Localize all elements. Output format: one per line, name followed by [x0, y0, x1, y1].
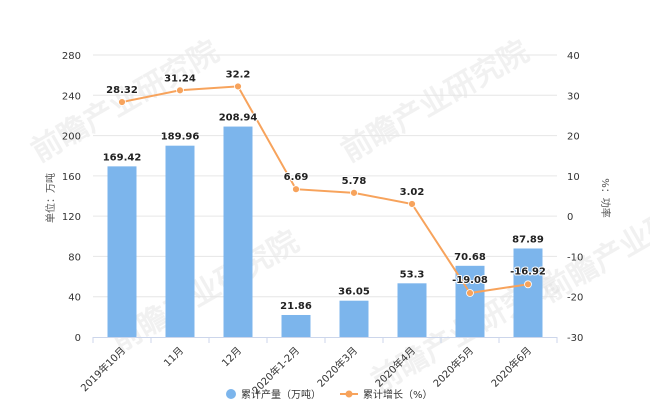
y-right-tick-label: 0: [567, 212, 573, 223]
bar: [223, 126, 253, 338]
x-tick-label: 12月: [220, 345, 245, 370]
bar-data-label: 189.96: [161, 132, 200, 143]
bar-data-label: 53.3: [400, 269, 425, 280]
x-tick-label: 2020年6月: [488, 344, 534, 390]
legend-line-label: 累计增长（%）: [363, 388, 433, 401]
legend-bar-marker: [226, 389, 236, 399]
bar-data-label: 70.68: [454, 252, 486, 263]
bar: [339, 300, 369, 337]
series-line: [121, 85, 529, 295]
bar-data-label: 169.42: [103, 152, 142, 163]
y-left-tick-label: 120: [62, 212, 81, 223]
bar: [397, 283, 427, 337]
bar-series: [107, 126, 543, 338]
y-right-tick-label: -20: [567, 293, 583, 304]
x-tick-label: 2020年1-2月: [249, 344, 302, 397]
x-tick-label: 2019年10月: [78, 344, 128, 394]
line-point: [118, 98, 126, 106]
y-right-tick-label: -30: [567, 333, 583, 344]
line-data-label: 28.32: [106, 85, 138, 96]
watermark-text: 前瞻产业研究院: [536, 174, 650, 309]
bar-data-label: 208.94: [219, 113, 258, 124]
legend-line-marker: [345, 390, 353, 398]
line-series: [118, 82, 532, 297]
line-point: [234, 82, 242, 91]
legend-bar-label: 累计产量（万吨）: [241, 388, 321, 401]
line-data-label: 31.24: [164, 73, 196, 84]
line-point: [350, 188, 358, 197]
bar: [281, 314, 311, 337]
y-right-tick-label: -10: [567, 252, 583, 263]
y-left-tick-label: 0: [75, 333, 81, 344]
line-data-label: 3.02: [400, 187, 425, 198]
line-data-label: 6.69: [284, 172, 309, 183]
y-right-tick-label: 10: [567, 172, 580, 183]
y-left-tick-label: 40: [68, 293, 81, 304]
y-left-tick-label: 160: [62, 172, 81, 183]
bar-data-label: 36.05: [338, 287, 370, 298]
bar-data-label: 87.89: [512, 234, 544, 245]
bar: [107, 166, 137, 337]
line-data-label: -19.08: [452, 275, 488, 286]
line-point: [408, 200, 416, 208]
y-left-axis-title: 单位：万吨: [44, 173, 57, 223]
bar-data-label: 21.86: [280, 301, 312, 312]
y-right-tick-label: 20: [567, 132, 580, 143]
legend[interactable]: 累计产量（万吨） 累计增长（%）: [226, 388, 433, 401]
y-left-tick-label: 280: [62, 51, 81, 62]
line-point: [176, 86, 184, 95]
line-point: [524, 280, 532, 289]
y-left-tick-label: 200: [62, 132, 81, 143]
line-point: [292, 185, 300, 194]
y-left-tick-label: 80: [68, 252, 81, 263]
line-data-label: -16.92: [510, 266, 546, 277]
bar: [165, 145, 195, 337]
watermark-text: 前瞻产业研究院: [336, 34, 535, 169]
y-right-axis-title: %：功率: [599, 178, 612, 218]
data-labels: 169.42 189.96 208.94 21.86 36.05 53.3 70.68 87.…: [102, 68, 547, 313]
y-right-tick-label: 40: [567, 51, 580, 62]
line-data-label: 32.2: [226, 69, 251, 80]
x-tick-label: 2020年3月: [314, 344, 360, 390]
bar: [513, 248, 543, 337]
x-tick-label: 11月: [162, 345, 187, 370]
y-right-tick-label: 30: [567, 91, 580, 102]
line-point: [466, 289, 474, 297]
y-left-tick-label: 240: [62, 91, 81, 102]
line-data-label: 5.78: [342, 176, 367, 187]
